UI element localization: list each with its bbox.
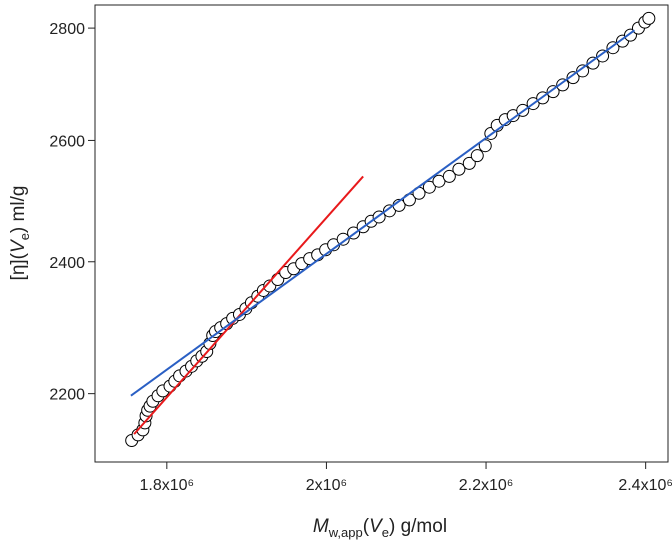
point	[596, 49, 610, 63]
x-tick-label: 2.2x10⁶	[459, 477, 514, 494]
point	[576, 64, 590, 78]
y-label-part: V	[8, 238, 29, 253]
fit-line	[133, 175, 364, 435]
x-label-part: w,app	[328, 525, 363, 540]
point	[642, 11, 656, 25]
point	[382, 204, 396, 218]
x-label-part: (	[363, 516, 370, 537]
y-label-part: [η](	[8, 252, 29, 280]
x-label-part: ) g/mol	[389, 516, 447, 537]
y-tick-label: 2400	[49, 255, 85, 272]
point	[546, 85, 560, 99]
y-axis-label: [η](Ve) ml/g	[8, 186, 32, 281]
point	[566, 71, 580, 85]
y-label-part: ) ml/g	[8, 186, 29, 234]
x-tick-label: 2x10⁶	[306, 477, 347, 494]
point	[442, 169, 456, 183]
fit-line	[130, 29, 636, 397]
x-tick-label: 1.8x10⁶	[140, 477, 195, 494]
point	[586, 56, 600, 70]
point	[452, 162, 466, 176]
point	[470, 149, 484, 163]
point	[556, 78, 570, 92]
point	[462, 156, 476, 170]
y-tick-label: 2200	[49, 387, 85, 404]
point	[422, 180, 436, 194]
plot-frame	[94, 4, 669, 463]
point	[336, 232, 350, 246]
y-tick-label: 2800	[49, 21, 85, 38]
x-label-part: M	[313, 516, 329, 537]
y-label-part: e	[17, 233, 32, 240]
x-tick-label: 2.4x10⁶	[618, 477, 672, 494]
x-axis-label: Mw,app(Ve) g/mol	[313, 516, 447, 540]
y-tick-label: 2600	[49, 133, 85, 150]
x-label-part: V	[369, 516, 384, 537]
x-label-part: e	[382, 525, 389, 540]
